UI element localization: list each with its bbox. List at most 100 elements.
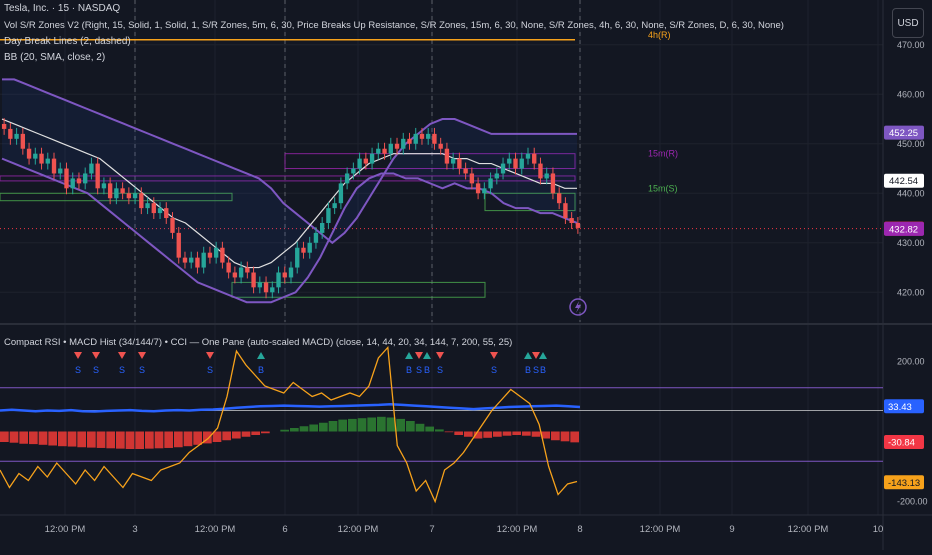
candle-body-80 [500,163,506,174]
macd-bar-12 [116,431,125,449]
lower-pane-title[interactable]: Compact RSI • MACD Hist (34/144/7) • CCI… [4,337,513,348]
cci-line [0,345,578,504]
macd-bar-45 [435,429,444,432]
candle-body-40 [251,272,256,288]
candle-body-53 [332,203,337,209]
time-tick-0: 12:00 PM [45,524,86,535]
indicator-day-break[interactable]: Day Break Lines (2, dashed) [4,36,131,47]
candle-body-31 [195,257,200,268]
candle-body-51 [320,222,325,233]
lightning-icon-bolt [575,301,581,313]
candle-body-76 [475,183,481,194]
candle-body-85 [532,153,537,164]
candle-body-73 [457,158,462,169]
candle-body-87 [544,173,549,179]
macd-bar-26 [251,431,261,435]
signal-arrow-2 [118,352,126,359]
candle-body-69 [432,133,437,144]
candle-body-34 [213,247,219,258]
rsi-line [0,402,581,413]
candle-body-29 [182,257,188,263]
indicator-sr-zones[interactable]: Vol S/R Zones V2 (Right, 15, Solid, 1, S… [4,20,784,31]
time-tick-5: 7 [429,524,434,535]
macd-bar-20 [193,431,203,445]
price-tick-0: 470.00 [897,40,925,50]
signal-letter-3: S [139,365,145,375]
macd-bar-54 [522,431,531,436]
candle-body-38 [238,267,244,278]
macd-bar-19 [183,431,193,447]
candle-body-67 [419,133,425,139]
candle-body-14 [89,163,94,174]
candle-body-82 [513,158,518,169]
signal-arrow-1 [92,352,100,359]
macd-bar-33 [319,422,328,432]
candle-body-71 [444,148,450,164]
lower-badge-2: -143.13 [888,478,920,489]
candle-body-0 [1,123,7,129]
signal-arrow-3 [138,352,146,359]
signal-letter-8: B [424,365,430,375]
macd-bar-25 [241,431,251,437]
lower-badge-1: -30.84 [888,438,915,449]
candle-body-36 [226,262,231,273]
macd-bar-52 [502,431,512,436]
candle-body-22 [139,193,144,209]
candle-body-26 [164,208,169,219]
sr-zone-4 [231,281,486,298]
candle-body-63 [394,143,400,149]
candle-body-35 [220,247,225,263]
candle-body-50 [313,232,319,243]
signal-letter-7: S [416,365,422,375]
candle-body-56 [351,168,356,174]
candle-body-43 [270,287,275,293]
signal-arrow-4 [206,352,214,359]
signal-letter-0: S [75,365,81,375]
candle-body-25 [157,208,163,214]
price-badge-bg-0 [884,125,924,140]
signal-arrow-12 [532,352,540,359]
indicator-bb[interactable]: BB (20, SMA, close, 2) [4,52,106,63]
candle-body-21 [132,193,138,199]
candle-body-74 [463,168,468,174]
candle-body-86 [538,163,543,179]
candle-body-4 [26,148,32,159]
macd-bar-44 [425,426,435,432]
candle-body-59 [369,153,375,164]
candle-body-32 [201,252,206,268]
macd-bar-21 [203,431,212,444]
price-badge-bg-3 [884,221,924,236]
candle-body-78 [488,178,493,189]
macd-bar-18 [174,431,183,448]
lower-badge-bg-0 [884,399,924,414]
candle-body-5 [33,153,38,159]
signal-letter-9: S [437,365,443,375]
macd-bar-35 [338,419,348,432]
currency-button[interactable]: USD [892,8,924,38]
macd-bar-14 [135,431,145,449]
candle-body-12 [76,178,82,184]
candle-body-24 [151,203,156,214]
candle-body-72 [450,158,456,164]
macd-bar-59 [570,431,580,443]
signal-letter-2: S [119,365,125,375]
candle-body-61 [382,148,387,154]
signal-arrow-8 [423,352,431,359]
macd-bar-55 [531,431,541,437]
macd-bar-38 [367,417,377,432]
signal-arrow-9 [436,352,444,359]
candle-body-3 [20,133,26,149]
candle-body-28 [176,232,181,258]
macd-bar-29 [280,429,290,432]
candle-body-45 [282,272,287,278]
time-tick-1: 3 [132,524,137,535]
symbol-title[interactable]: Tesla, Inc. · 15 · NASDAQ [4,3,121,14]
candle-body-79 [494,173,499,179]
macd-bar-4 [38,431,48,445]
candle-body-89 [556,193,562,204]
candle-body-55 [344,173,350,184]
candle-body-16 [101,183,107,189]
candle-body-20 [126,193,132,199]
time-tick-2: 12:00 PM [195,524,236,535]
